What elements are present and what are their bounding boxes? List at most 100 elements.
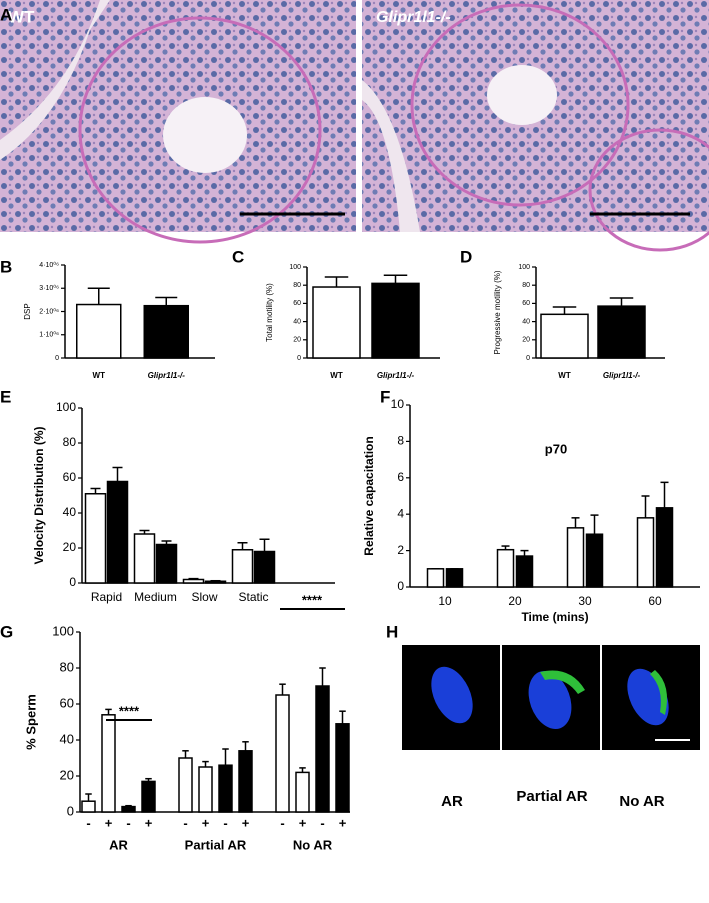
y-tick-label: 0	[55, 355, 59, 362]
bar	[204, 580, 227, 584]
panel-letter: F	[380, 387, 390, 406]
bar-label: -	[223, 815, 227, 830]
bar-label: +	[299, 815, 307, 830]
x-tick-label: AR	[109, 837, 128, 852]
tubule-outline	[588, 128, 709, 252]
x-tick-label: Medium	[134, 590, 177, 604]
y-axis-title: Relative capacitation	[362, 436, 376, 555]
bar-label: +	[202, 815, 210, 830]
tubule-outline	[78, 16, 322, 244]
bar	[426, 568, 445, 588]
bar	[636, 517, 655, 588]
panel-letter: C	[232, 247, 244, 266]
y-tick-label: 4·10⁰⁶	[39, 261, 59, 269]
y-tick-label: 2·10⁰⁶	[39, 307, 59, 315]
subtitle: p70	[545, 441, 567, 456]
bar	[84, 493, 107, 584]
bar	[540, 313, 589, 359]
x-tick-label: Glipr1l1-/-	[377, 371, 415, 380]
significance: ****	[302, 592, 323, 607]
bar	[155, 543, 178, 584]
y-tick-label: 10	[391, 397, 405, 411]
panel-letter: E	[0, 387, 11, 406]
interstitium	[362, 80, 420, 232]
y-tick-label: 60	[63, 470, 77, 484]
bar	[218, 764, 233, 813]
y-tick-label: 80	[63, 435, 77, 449]
bar	[101, 714, 116, 813]
bar	[182, 578, 205, 584]
y-tick-label: 0	[526, 355, 530, 362]
y-tick-label: 4	[397, 506, 404, 520]
bar	[198, 766, 213, 813]
y-tick-label: 40	[522, 318, 530, 325]
bar	[121, 805, 136, 813]
sperm-head	[431, 666, 473, 724]
fluorescence-images	[402, 645, 700, 750]
bar	[231, 549, 254, 584]
acrosome	[540, 670, 585, 694]
bar-label: -	[86, 815, 90, 830]
lumen	[163, 97, 247, 173]
bar	[312, 286, 361, 359]
bar	[515, 555, 534, 588]
y-tick-label: 100	[52, 623, 74, 638]
x-axis-title: Time (mins)	[521, 610, 588, 624]
y-tick-label: 100	[56, 400, 76, 414]
y-tick-label: 2	[397, 543, 404, 557]
bar	[655, 507, 674, 588]
bar-label: -	[280, 815, 284, 830]
bar-label: -	[126, 815, 130, 830]
y-tick-label: 20	[60, 767, 74, 782]
y-tick-label: 60	[293, 300, 301, 307]
bar	[76, 303, 122, 359]
x-tick-label: Partial AR	[185, 837, 247, 852]
x-tick-label: Slow	[191, 590, 217, 604]
y-tick-label: 0	[67, 803, 74, 818]
bar	[371, 282, 420, 359]
bar	[496, 548, 515, 588]
panel-letter: B	[0, 257, 12, 276]
x-tick-label: WT	[330, 371, 343, 380]
image-caption: AR	[441, 793, 463, 810]
image-label: Glipr1l1-/-	[376, 9, 451, 26]
y-tick-label: 40	[293, 318, 301, 325]
x-tick-label: 20	[508, 594, 522, 608]
y-tick-label: 20	[293, 337, 301, 344]
y-tick-label: 40	[63, 505, 77, 519]
bar	[106, 480, 129, 584]
x-tick-label: Rapid	[91, 590, 122, 604]
bar	[566, 527, 585, 588]
panel-letter: G	[0, 622, 13, 641]
y-tick-label: 0	[297, 355, 301, 362]
bar	[597, 305, 646, 359]
y-tick-label: 0	[397, 579, 404, 593]
bar	[133, 533, 156, 584]
bar	[445, 568, 464, 588]
y-tick-label: 3·10⁰⁶	[39, 284, 59, 292]
bar	[335, 723, 350, 813]
x-tick-label: WT	[93, 371, 106, 380]
y-axis-title: Progressive motility (%)	[493, 270, 502, 354]
acrosome	[650, 670, 668, 715]
x-tick-label: Glipr1l1-/-	[603, 371, 641, 380]
image-labels: AR Partial AR No AR	[402, 788, 702, 810]
bar	[585, 533, 604, 588]
panel-letter: H	[386, 622, 398, 641]
image-caption: Partial AR	[516, 788, 588, 805]
x-tick-label: 60	[648, 594, 662, 608]
y-tick-label: 100	[518, 264, 530, 271]
x-tick-label: Static	[238, 590, 268, 604]
sperm-head	[528, 670, 572, 730]
bar	[253, 550, 276, 584]
x-tick-label: WT	[558, 371, 571, 380]
y-tick-label: 20	[63, 540, 77, 554]
bar	[143, 304, 189, 359]
interstitium	[0, 0, 110, 160]
panel-letter: D	[460, 247, 472, 266]
bar	[238, 750, 253, 813]
y-tick-label: 100	[289, 264, 301, 271]
bar-label: -	[320, 815, 324, 830]
y-tick-label: 6	[397, 470, 404, 484]
